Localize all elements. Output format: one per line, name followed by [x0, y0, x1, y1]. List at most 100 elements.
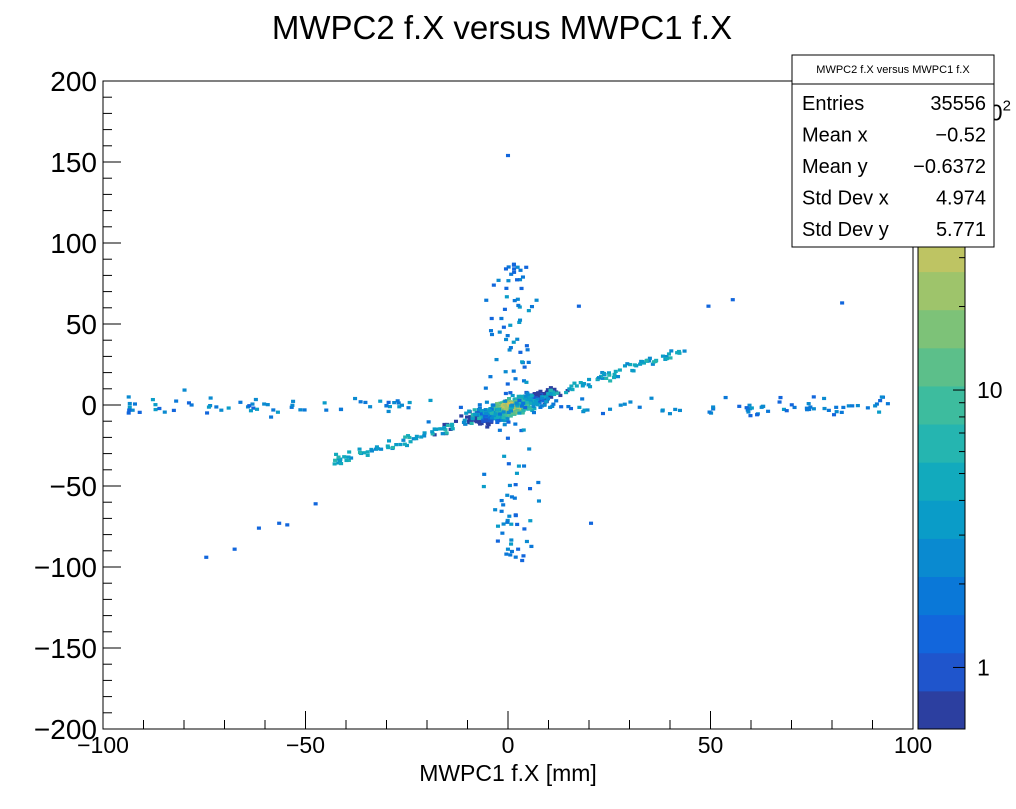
- heatmap-cell: [127, 408, 132, 412]
- heatmap-cell: [508, 553, 513, 557]
- heatmap-cell: [508, 346, 513, 350]
- heatmap-cell: [582, 408, 587, 412]
- heatmap-cell: [747, 403, 752, 407]
- heatmap-cell: [374, 445, 379, 449]
- heatmap-cell: [822, 406, 827, 411]
- heatmap-cell: [777, 400, 782, 404]
- heatmap-cell: [664, 356, 669, 361]
- heatmap-cell: [322, 401, 327, 405]
- heatmap-cell: [357, 447, 362, 451]
- heatmap-cell: [483, 408, 488, 412]
- heatmap-cell: [467, 409, 472, 413]
- colorbar-band: [918, 271, 965, 311]
- stats-rows: Entries 35556 Mean x −0.52 Mean y −0.6372 Std …: [802, 93, 986, 241]
- heatmap-cell: [493, 508, 498, 512]
- heatmap-cell: [473, 418, 478, 422]
- heatmap-cell: [682, 349, 687, 353]
- heatmap-cell: [481, 484, 486, 489]
- heatmap-cell: [253, 397, 258, 402]
- heatmap-cell: [570, 387, 575, 392]
- heatmap-cell: [650, 362, 655, 366]
- heatmap-cell: [489, 419, 494, 423]
- heatmap-cell: [528, 487, 533, 491]
- heatmap-cell: [760, 404, 765, 409]
- heatmap-cell: [625, 362, 630, 366]
- heatmap-cell: [511, 262, 516, 266]
- heatmap-cell: [411, 437, 416, 441]
- heatmap-cell: [515, 408, 520, 413]
- heatmap-cell: [527, 401, 532, 405]
- heatmap-cell: [543, 392, 548, 397]
- heatmap-cell: [834, 410, 839, 414]
- heatmap-cell: [505, 547, 510, 551]
- heatmap-cell: [443, 428, 448, 432]
- x-tick-label: 0: [502, 732, 515, 758]
- heatmap-cell: [150, 397, 155, 402]
- colorbar-label: 1: [977, 654, 990, 680]
- y-tick-label: 150: [50, 147, 97, 178]
- heatmap-cell: [513, 411, 518, 415]
- colorbar-band: [918, 652, 965, 692]
- heatmap-cell: [515, 522, 520, 527]
- heatmap-cell: [501, 410, 506, 414]
- heatmap-cell: [496, 278, 501, 282]
- heatmap-cell: [324, 408, 329, 412]
- heatmap-cell: [524, 380, 529, 384]
- heatmap-cell: [512, 298, 517, 303]
- heatmap-cell: [518, 402, 523, 406]
- heatmap-cell: [564, 390, 569, 395]
- heatmap-cell: [226, 406, 231, 410]
- heatmap-cell: [551, 402, 556, 406]
- heatmap-cell: [271, 408, 276, 412]
- heatmap-cell: [516, 303, 521, 308]
- heatmap-cell: [546, 394, 551, 399]
- heatmap-cell: [386, 445, 391, 450]
- heatmap-cell: [518, 268, 523, 272]
- heatmap-cell: [598, 374, 604, 379]
- heatmap-cell: [489, 332, 495, 337]
- heatmap-cell: [865, 406, 870, 410]
- heatmap-cell: [505, 417, 510, 421]
- heatmap-cell: [395, 399, 400, 403]
- y-tick-label: −50: [50, 471, 98, 502]
- heatmap-cell: [489, 407, 494, 411]
- heatmap-cell: [516, 547, 521, 551]
- heatmap-cell: [369, 449, 374, 453]
- heatmap-cell: [126, 395, 131, 399]
- heatmap-cell: [232, 547, 237, 551]
- heatmap-cell: [362, 451, 367, 455]
- heatmap-cell: [522, 365, 527, 369]
- heatmap-cell: [247, 404, 252, 408]
- heatmap-cell: [509, 549, 514, 554]
- heatmap-cell: [503, 391, 508, 396]
- heatmap-cell: [398, 442, 403, 447]
- heatmap-cell: [535, 403, 540, 407]
- heatmap-cell: [503, 399, 508, 403]
- heatmap-cell: [386, 400, 391, 405]
- heatmap-cell: [512, 496, 517, 500]
- heatmap-cell: [749, 406, 754, 410]
- colorbar-label: 10: [977, 377, 1003, 403]
- heatmap-cell: [792, 405, 797, 410]
- stats-label: Std Dev y: [802, 219, 889, 241]
- heatmap-cell: [666, 352, 671, 356]
- heatmap-cell: [137, 410, 142, 414]
- heatmap-cell: [256, 526, 261, 530]
- colorbar-band: [918, 309, 965, 349]
- heatmap-cell: [506, 420, 511, 424]
- heatmap-cell: [205, 411, 210, 415]
- heatmap-cell: [596, 376, 601, 380]
- heatmap-cell: [219, 408, 224, 412]
- heatmap-cell: [559, 405, 564, 409]
- heatmap-cell: [628, 400, 633, 404]
- heatmap-cell: [484, 400, 489, 404]
- heatmap-cell: [430, 432, 435, 436]
- stats-label: Std Dev x: [802, 188, 889, 210]
- heatmap-cell: [130, 408, 135, 412]
- y-axis-ticks: [103, 80, 121, 730]
- heatmap-cell: [445, 423, 450, 427]
- heatmap-cell: [414, 434, 419, 439]
- heatmap-cell: [518, 409, 523, 413]
- heatmap-cell: [622, 364, 628, 368]
- heatmap-cell: [551, 390, 556, 394]
